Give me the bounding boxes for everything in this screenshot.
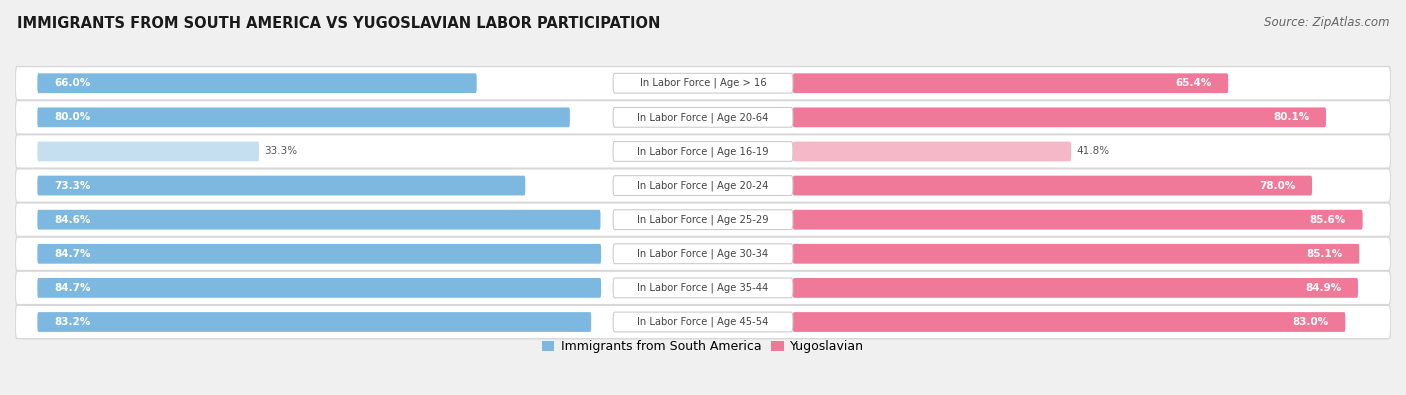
FancyBboxPatch shape (15, 67, 1391, 99)
Text: 78.0%: 78.0% (1258, 181, 1295, 190)
Text: In Labor Force | Age 35-44: In Labor Force | Age 35-44 (637, 283, 769, 293)
FancyBboxPatch shape (15, 135, 1391, 167)
FancyBboxPatch shape (38, 141, 259, 161)
FancyBboxPatch shape (15, 134, 1391, 169)
FancyBboxPatch shape (38, 312, 591, 332)
Text: 84.9%: 84.9% (1305, 283, 1341, 293)
FancyBboxPatch shape (15, 236, 1391, 271)
FancyBboxPatch shape (15, 305, 1391, 339)
Text: 84.7%: 84.7% (53, 249, 90, 259)
FancyBboxPatch shape (793, 278, 1358, 298)
FancyBboxPatch shape (38, 176, 526, 196)
FancyBboxPatch shape (793, 176, 1312, 196)
FancyBboxPatch shape (793, 210, 1362, 229)
FancyBboxPatch shape (613, 73, 793, 93)
FancyBboxPatch shape (613, 176, 793, 196)
FancyBboxPatch shape (15, 100, 1391, 135)
Text: 41.8%: 41.8% (1077, 147, 1109, 156)
FancyBboxPatch shape (613, 141, 793, 161)
Text: 80.0%: 80.0% (53, 112, 90, 122)
Text: 83.0%: 83.0% (1292, 317, 1329, 327)
FancyBboxPatch shape (793, 73, 1229, 93)
Text: In Labor Force | Age 20-64: In Labor Force | Age 20-64 (637, 112, 769, 122)
FancyBboxPatch shape (613, 312, 793, 332)
Text: In Labor Force | Age 25-29: In Labor Force | Age 25-29 (637, 214, 769, 225)
Text: 33.3%: 33.3% (264, 147, 298, 156)
Text: 83.2%: 83.2% (53, 317, 90, 327)
FancyBboxPatch shape (793, 244, 1360, 264)
FancyBboxPatch shape (15, 168, 1391, 203)
FancyBboxPatch shape (613, 244, 793, 264)
FancyBboxPatch shape (38, 278, 602, 298)
FancyBboxPatch shape (38, 244, 602, 264)
FancyBboxPatch shape (15, 238, 1391, 270)
FancyBboxPatch shape (15, 66, 1391, 101)
FancyBboxPatch shape (38, 210, 600, 229)
FancyBboxPatch shape (15, 101, 1391, 134)
Text: 73.3%: 73.3% (53, 181, 90, 190)
Text: In Labor Force | Age 16-19: In Labor Force | Age 16-19 (637, 146, 769, 157)
FancyBboxPatch shape (15, 272, 1391, 304)
FancyBboxPatch shape (613, 107, 793, 127)
Text: In Labor Force | Age 30-34: In Labor Force | Age 30-34 (637, 248, 769, 259)
Text: 85.6%: 85.6% (1310, 214, 1346, 225)
FancyBboxPatch shape (793, 107, 1326, 127)
Text: 84.7%: 84.7% (53, 283, 90, 293)
Text: 84.6%: 84.6% (53, 214, 90, 225)
FancyBboxPatch shape (613, 210, 793, 229)
FancyBboxPatch shape (15, 202, 1391, 237)
FancyBboxPatch shape (793, 141, 1071, 161)
FancyBboxPatch shape (15, 306, 1391, 338)
Text: 80.1%: 80.1% (1274, 112, 1309, 122)
Legend: Immigrants from South America, Yugoslavian: Immigrants from South America, Yugoslavi… (541, 340, 865, 354)
Text: Source: ZipAtlas.com: Source: ZipAtlas.com (1264, 16, 1389, 29)
FancyBboxPatch shape (15, 204, 1391, 236)
Text: In Labor Force | Age > 16: In Labor Force | Age > 16 (640, 78, 766, 88)
FancyBboxPatch shape (38, 107, 569, 127)
Text: In Labor Force | Age 20-24: In Labor Force | Age 20-24 (637, 180, 769, 191)
Text: In Labor Force | Age 45-54: In Labor Force | Age 45-54 (637, 317, 769, 327)
FancyBboxPatch shape (613, 278, 793, 298)
Text: 85.1%: 85.1% (1306, 249, 1343, 259)
FancyBboxPatch shape (793, 312, 1346, 332)
Text: 65.4%: 65.4% (1175, 78, 1212, 88)
FancyBboxPatch shape (38, 73, 477, 93)
Text: IMMIGRANTS FROM SOUTH AMERICA VS YUGOSLAVIAN LABOR PARTICIPATION: IMMIGRANTS FROM SOUTH AMERICA VS YUGOSLA… (17, 16, 661, 31)
FancyBboxPatch shape (15, 169, 1391, 201)
FancyBboxPatch shape (15, 271, 1391, 305)
Text: 66.0%: 66.0% (53, 78, 90, 88)
